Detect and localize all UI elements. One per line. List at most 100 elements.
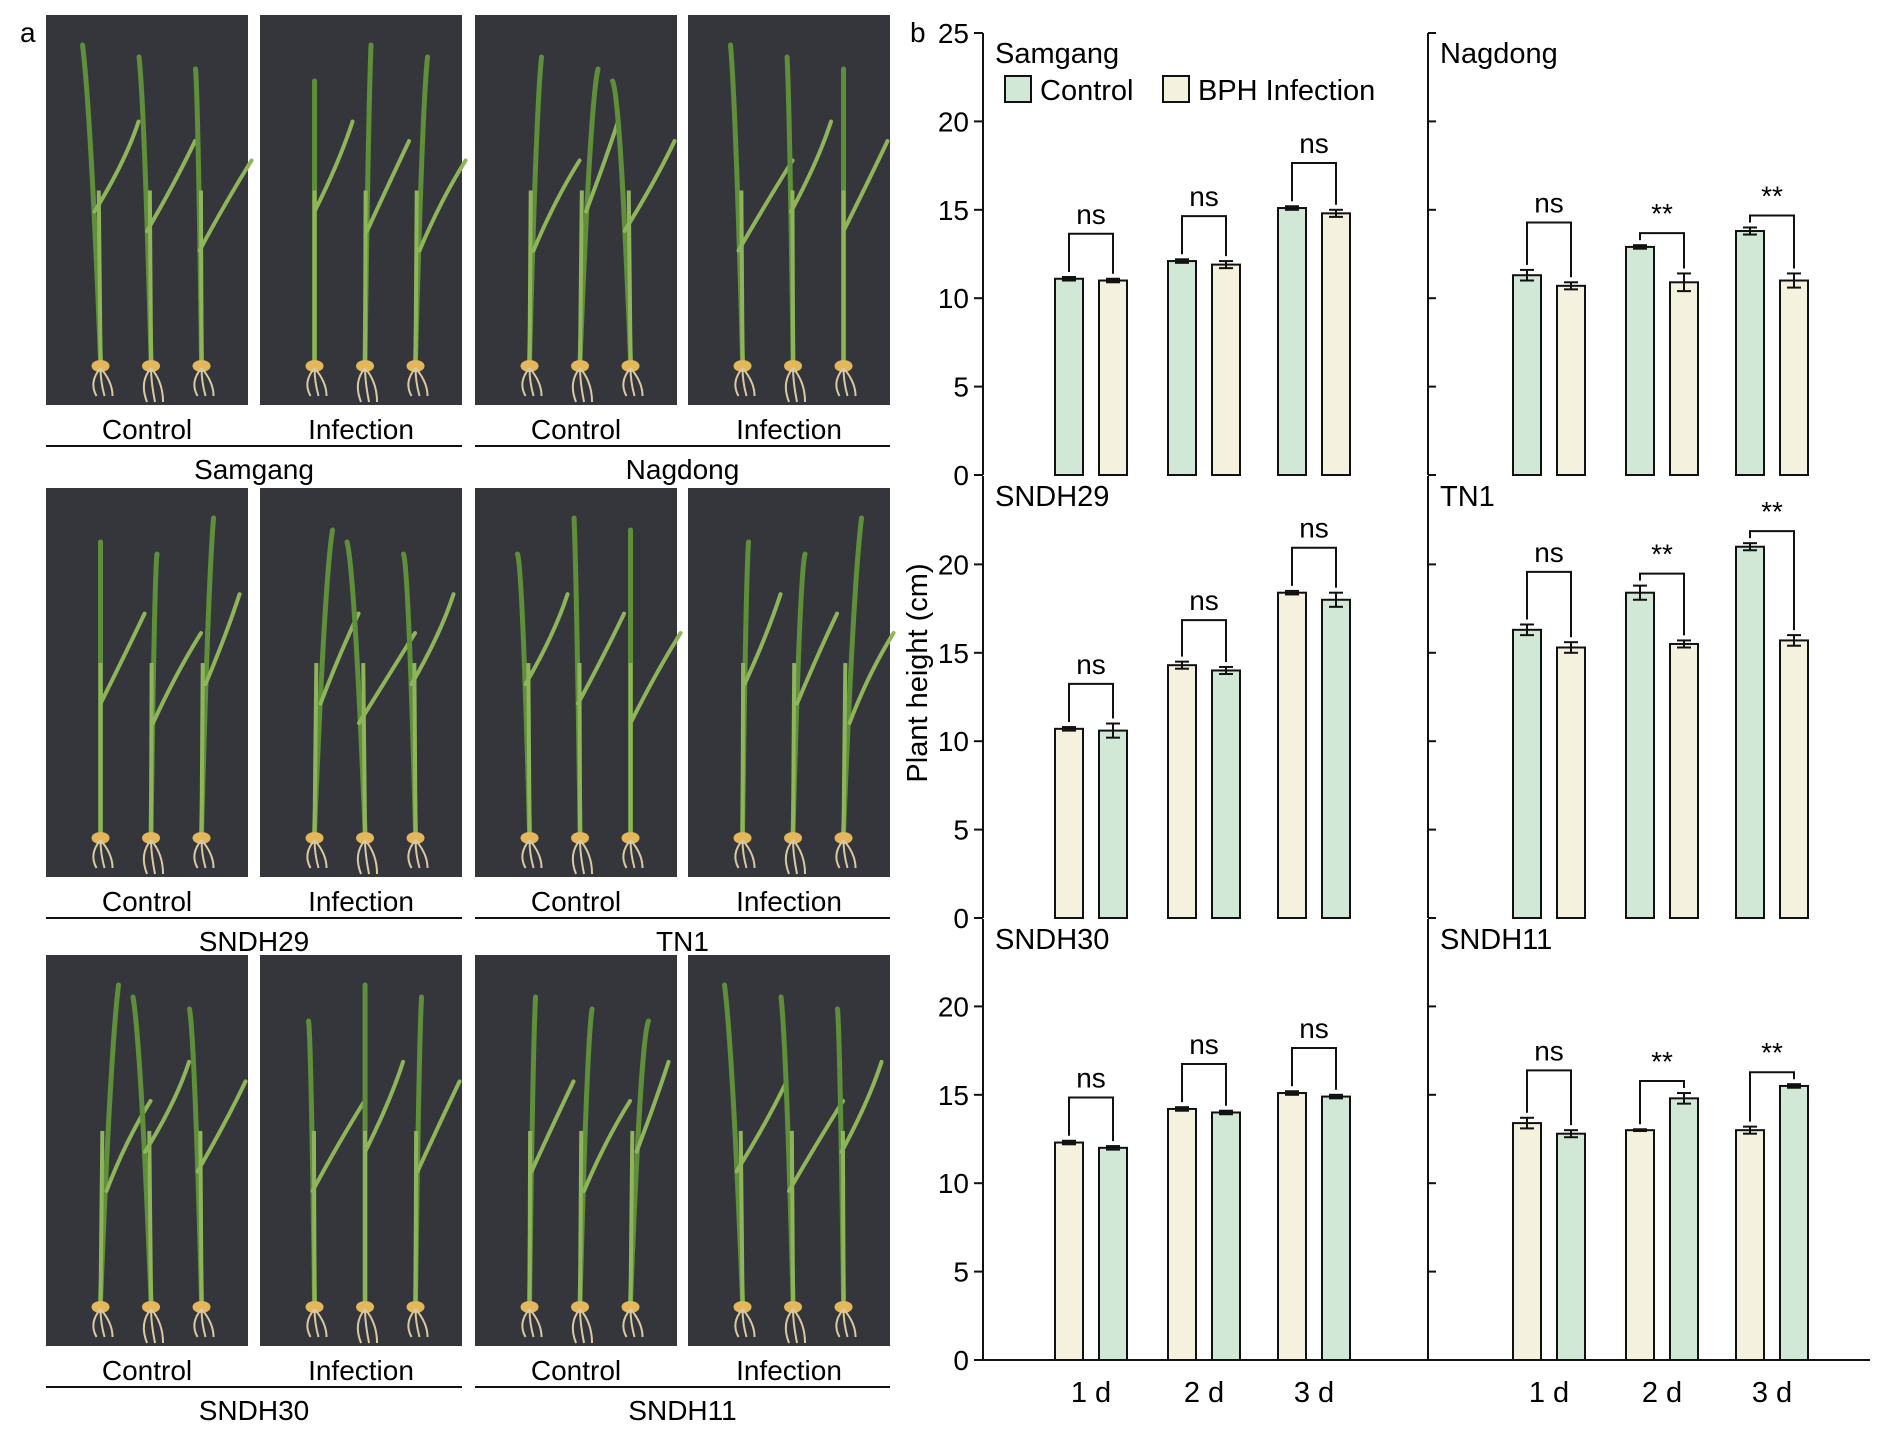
significance-bracket bbox=[1526, 221, 1572, 278]
seed-icon bbox=[520, 832, 539, 844]
root-icon bbox=[842, 367, 849, 397]
root-icon bbox=[579, 839, 594, 875]
bar-control bbox=[1054, 277, 1084, 477]
bar-infection bbox=[1625, 1129, 1655, 1362]
photo-caption-control: Control bbox=[102, 886, 192, 917]
root-icon bbox=[734, 1308, 744, 1338]
x-tick-label: 1 d bbox=[1071, 1377, 1111, 1409]
root-icon bbox=[579, 1308, 594, 1344]
seed-icon bbox=[834, 360, 853, 372]
seedling-photo bbox=[46, 955, 248, 1346]
seedling-stem-icon bbox=[626, 190, 633, 361]
bar-infection bbox=[1054, 1141, 1084, 1362]
root-icon bbox=[792, 1308, 807, 1344]
significance-label: ns bbox=[1076, 199, 1106, 230]
seedling-leaf-icon bbox=[195, 1079, 248, 1174]
significance-label: ** bbox=[1651, 198, 1673, 229]
significance-label: ns bbox=[1534, 537, 1564, 568]
seedling-leaf-icon bbox=[310, 1098, 367, 1193]
bar-control bbox=[1098, 1146, 1128, 1361]
significance-bracket bbox=[1068, 232, 1114, 274]
significance-bracket bbox=[1068, 682, 1114, 723]
root-icon bbox=[407, 367, 417, 397]
root-icon bbox=[579, 839, 586, 875]
seed-icon bbox=[356, 832, 375, 844]
bar-infection bbox=[1321, 212, 1351, 476]
seedling-photo bbox=[475, 15, 677, 405]
seed-icon bbox=[571, 1301, 590, 1313]
significance-bracket bbox=[1639, 572, 1685, 636]
seedling-leaf-icon bbox=[582, 1098, 633, 1193]
seedling-stem-icon bbox=[526, 663, 532, 833]
bar-infection bbox=[1211, 263, 1241, 476]
root-icon bbox=[313, 839, 328, 869]
seedling-stem-icon bbox=[791, 663, 797, 833]
root-icon bbox=[364, 367, 379, 403]
seedling-stem-icon bbox=[96, 190, 103, 361]
y-tick-label: 10 bbox=[938, 726, 969, 757]
root-icon bbox=[528, 839, 543, 869]
seedling-photo bbox=[46, 488, 248, 877]
root-icon bbox=[629, 1308, 644, 1338]
seedling-leaf-icon bbox=[584, 119, 621, 214]
photo-caption-control: Control bbox=[102, 1355, 192, 1386]
seed-icon bbox=[305, 832, 324, 844]
legend-swatch-control bbox=[1004, 75, 1032, 103]
root-icon bbox=[842, 1308, 849, 1338]
root-icon bbox=[622, 839, 632, 869]
root-icon bbox=[414, 839, 421, 869]
root-icon bbox=[356, 839, 366, 875]
root-icon bbox=[313, 1308, 320, 1338]
seed-icon bbox=[621, 1301, 640, 1313]
root-icon bbox=[313, 1308, 328, 1338]
legend-label-infection: BPH Infection bbox=[1198, 75, 1375, 107]
root-icon bbox=[629, 839, 644, 869]
seedling-stem-icon bbox=[361, 663, 368, 833]
seed-icon bbox=[520, 1301, 539, 1313]
significance-bracket bbox=[1181, 215, 1227, 257]
significance-bracket bbox=[1639, 1080, 1685, 1125]
seedling-stem-icon bbox=[198, 190, 204, 361]
significance-bracket bbox=[1749, 530, 1795, 631]
root-icon bbox=[150, 1308, 165, 1344]
seed-icon bbox=[571, 360, 590, 372]
significance-label: ns bbox=[1299, 1013, 1329, 1044]
root-icon bbox=[579, 367, 586, 403]
panel-title: SNDH11 bbox=[1440, 924, 1552, 956]
root-icon bbox=[407, 1308, 417, 1338]
panel-title: SNDH30 bbox=[995, 924, 1109, 956]
root-icon bbox=[528, 839, 535, 869]
significance-label: ns bbox=[1076, 649, 1106, 680]
x-tick-label: 3 d bbox=[1294, 1377, 1334, 1409]
significance-label: ns bbox=[1299, 128, 1329, 159]
seedling-stem-icon bbox=[363, 190, 368, 361]
root-icon bbox=[356, 367, 366, 403]
seedling-stem-icon bbox=[739, 190, 745, 361]
bar-control bbox=[1779, 1084, 1809, 1361]
root-icon bbox=[835, 367, 845, 397]
legend: Control BPH Infection bbox=[1004, 75, 1375, 107]
seedling-leaf-icon bbox=[409, 592, 456, 687]
root-icon bbox=[200, 367, 207, 397]
seedling-leaf-icon bbox=[795, 611, 840, 706]
root-icon bbox=[99, 367, 114, 397]
y-tick-label: 15 bbox=[938, 195, 969, 226]
root-icon bbox=[741, 1308, 756, 1338]
seed-icon bbox=[784, 360, 803, 372]
root-icon bbox=[414, 367, 421, 397]
seedling-photo bbox=[475, 488, 683, 877]
root-icon bbox=[571, 839, 581, 875]
bar-chart-panel: Plant height (cm) 0 5 10 15 20 25 0 5 10 15 20 0 5 10… bbox=[902, 18, 1870, 1409]
bar-control bbox=[1625, 591, 1655, 919]
root-icon bbox=[842, 367, 857, 397]
seedling-leaf-icon bbox=[628, 631, 683, 726]
seedling-photo bbox=[46, 15, 254, 405]
significance-bracket bbox=[1526, 570, 1572, 638]
root-icon bbox=[792, 367, 807, 403]
root-icon bbox=[193, 367, 203, 397]
legend-swatch-infection bbox=[1162, 75, 1190, 103]
root-icon bbox=[150, 839, 157, 875]
seed-icon bbox=[91, 832, 110, 844]
seedling-stem-icon bbox=[527, 190, 533, 361]
seed-icon bbox=[406, 1301, 425, 1313]
